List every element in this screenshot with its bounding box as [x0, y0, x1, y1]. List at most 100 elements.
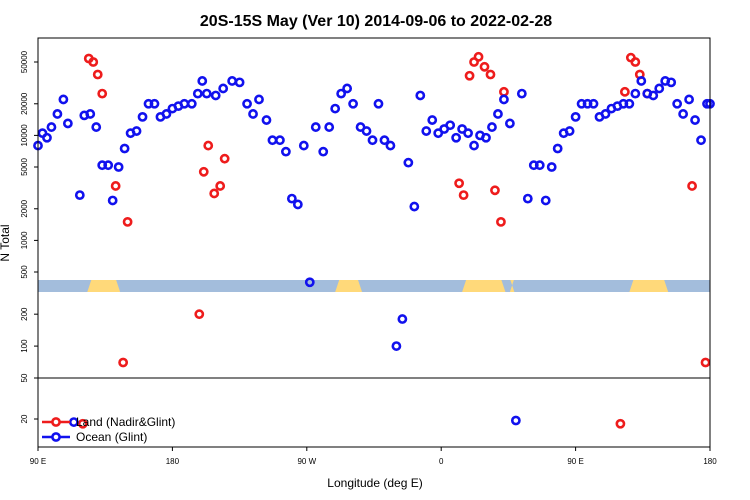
- ocean-point: [137, 112, 148, 122]
- ocean-point: [201, 88, 212, 99]
- ocean-point: [197, 76, 208, 86]
- ocean-point: [261, 115, 272, 125]
- ocean-point: [210, 90, 221, 101]
- data-points: [33, 51, 715, 429]
- land-point: [485, 69, 496, 80]
- ocean-point: [624, 98, 635, 109]
- ocean-point: [540, 195, 551, 206]
- ocean-point: [298, 140, 309, 151]
- y-tick-label: 100: [20, 339, 29, 353]
- ocean-point: [74, 190, 85, 200]
- land-point: [496, 217, 506, 227]
- ocean-point: [275, 135, 285, 146]
- ocean-point: [630, 88, 641, 99]
- ocean-point: [487, 122, 497, 132]
- ocean-point: [161, 109, 172, 119]
- ocean-point: [463, 128, 473, 139]
- ocean-point: [534, 160, 545, 171]
- ocean-point: [286, 193, 297, 204]
- ocean-point: [267, 135, 278, 146]
- ocean-point: [546, 162, 557, 172]
- land-point: [458, 190, 469, 200]
- ocean-point: [385, 140, 396, 151]
- ocean-point: [684, 94, 694, 105]
- land-point: [219, 153, 230, 164]
- ocean-point: [318, 146, 329, 157]
- land-segment: [87, 280, 121, 292]
- ocean-point: [373, 98, 384, 109]
- axis-ticks: 90 E 180 90 W 0 90 E 180 20 50 100 200 500 1000 2000…: [20, 50, 717, 466]
- ocean-point: [690, 115, 700, 125]
- x-axis-label: Longitude (deg E): [327, 476, 422, 490]
- ocean-point: [342, 83, 353, 94]
- plot-frame: [37, 37, 711, 448]
- land-point: [110, 181, 121, 191]
- ocean-point: [564, 126, 575, 136]
- legend-swatch-marker: [51, 432, 61, 442]
- y-tick-label: 20: [20, 414, 29, 423]
- ocean-point: [113, 162, 124, 172]
- ocean-point: [510, 415, 521, 426]
- y-axis-label: N Total: [0, 224, 12, 261]
- ocean-point: [131, 126, 142, 136]
- ocean-point: [391, 341, 402, 351]
- land-segment: [629, 280, 669, 292]
- ocean-point: [696, 135, 706, 146]
- y-tick-label: 5000: [20, 158, 29, 176]
- legend-swatch-marker: [51, 417, 61, 427]
- ocean-point: [678, 109, 689, 119]
- land-point: [97, 88, 108, 99]
- ocean-point: [588, 98, 599, 109]
- ocean-point: [451, 132, 462, 143]
- land-point: [499, 86, 509, 97]
- ocean-point: [648, 90, 659, 101]
- land-point: [464, 70, 475, 81]
- ocean-point: [62, 118, 73, 129]
- ocean-point: [361, 126, 372, 136]
- ocean-point: [179, 98, 190, 109]
- ocean-point: [493, 109, 503, 119]
- ocean-point: [52, 109, 63, 119]
- ocean-point: [499, 94, 509, 105]
- y-tick-label: 1000: [20, 231, 29, 249]
- ocean-point: [636, 76, 647, 86]
- ocean-point: [403, 157, 414, 168]
- ocean-point: [415, 90, 426, 101]
- ocean-point: [522, 193, 533, 204]
- ocean-point: [192, 88, 203, 99]
- land-point: [92, 69, 103, 80]
- legend: Land (Nadir&Glint)Ocean (Glint): [42, 415, 175, 444]
- y-tick-label: 50000: [20, 50, 29, 73]
- ocean-point: [324, 122, 335, 132]
- land-point: [122, 217, 133, 227]
- ocean-point: [600, 109, 611, 119]
- ocean-point: [254, 94, 264, 105]
- x-tick-label: 180: [166, 457, 180, 466]
- ocean-point: [409, 201, 420, 212]
- land-segment: [462, 280, 506, 292]
- x-tick-label: 180: [703, 457, 717, 466]
- y-tick-label: 50: [20, 373, 29, 382]
- land-point: [479, 61, 490, 72]
- x-tick-label: 0: [439, 457, 444, 466]
- land-point: [473, 51, 484, 62]
- ocean-point: [570, 112, 581, 122]
- legend-entry: Land (Nadir&Glint): [76, 415, 175, 429]
- land-point: [203, 140, 214, 151]
- ocean-point: [58, 94, 69, 105]
- ocean-point: [654, 83, 665, 94]
- ocean-point: [330, 103, 341, 114]
- ocean-point: [666, 77, 677, 88]
- land-point: [194, 309, 205, 320]
- ocean-band: [38, 280, 710, 292]
- ocean-point: [119, 143, 130, 154]
- y-tick-label: 500: [20, 265, 29, 279]
- ocean-point: [292, 199, 303, 210]
- ocean-point: [107, 195, 118, 206]
- land-point: [77, 418, 88, 429]
- ocean-point: [552, 143, 563, 154]
- legend-entry: Ocean (Glint): [76, 430, 147, 444]
- ocean-point: [234, 77, 245, 88]
- land-point: [687, 181, 697, 191]
